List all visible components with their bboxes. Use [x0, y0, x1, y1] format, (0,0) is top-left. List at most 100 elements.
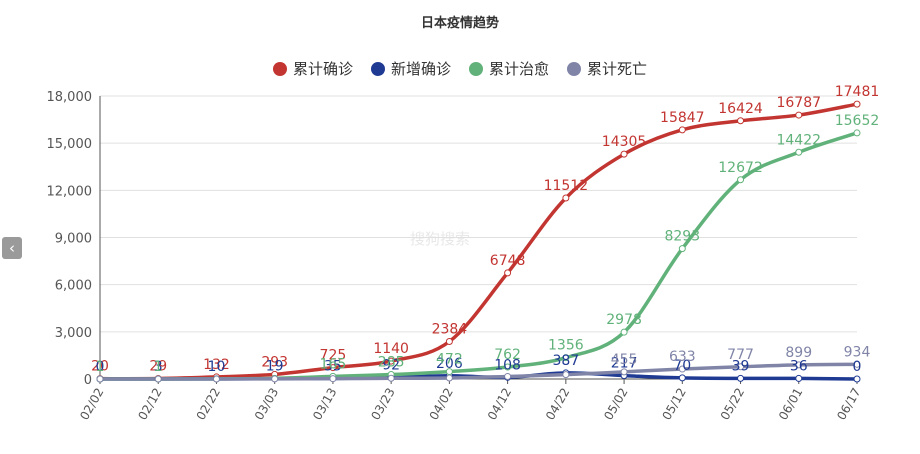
chart-title: 日本疫情趋势: [420, 16, 499, 31]
data-label: 16787: [776, 95, 821, 111]
legend-label: 累计治愈: [489, 60, 550, 78]
y-tick-label: 6,000: [55, 279, 92, 294]
data-label: 934: [844, 344, 871, 360]
data-point: [620, 368, 628, 376]
data-label: 777: [727, 347, 754, 363]
x-tick-label: 05/02: [601, 386, 630, 423]
legend-label: 累计确诊: [292, 60, 353, 78]
data-point: [678, 245, 686, 253]
data-point: [504, 363, 512, 371]
legend-item[interactable]: 新增确诊: [370, 58, 451, 79]
x-tick-label: 03/23: [368, 386, 397, 423]
legend-marker: [272, 61, 287, 76]
legend-label: 新增确诊: [390, 60, 451, 78]
x-tick-label: 05/12: [659, 386, 688, 423]
series-line: [99, 102, 858, 381]
data-point: [853, 360, 861, 368]
data-point: [678, 126, 686, 134]
data-label: 455: [611, 352, 638, 368]
data-label: 899: [785, 345, 812, 361]
data-label: 293: [261, 354, 288, 370]
data-label: 12672: [718, 160, 763, 176]
y-tick-label: 18,000: [47, 90, 93, 105]
data-label: 285: [378, 355, 405, 371]
legend-marker: [567, 61, 582, 76]
data-point: [795, 148, 803, 156]
data-point: [737, 363, 745, 371]
data-point: [154, 375, 162, 383]
data-label: 92: [382, 358, 400, 374]
y-tick-label: 9,000: [55, 232, 92, 247]
data-point: [562, 354, 570, 362]
data-label: 11512: [544, 178, 589, 194]
data-label: 206: [436, 356, 463, 372]
data-point: [329, 364, 337, 372]
legend-item[interactable]: 累计治愈: [469, 58, 549, 79]
data-point: [737, 374, 745, 382]
x-tick-label: 06/01: [776, 386, 805, 423]
data-point: [504, 372, 512, 380]
data-point: [562, 194, 570, 202]
data-point: [853, 375, 861, 383]
data-point: [678, 374, 686, 382]
data-point: [737, 176, 745, 184]
x-tick-label: 04/02: [427, 386, 456, 423]
data-point: [678, 365, 686, 373]
data-label: 29: [149, 359, 167, 375]
y-tick-label: 0: [84, 373, 92, 388]
data-label: 19: [266, 359, 284, 375]
data-label: 217: [611, 356, 638, 372]
data-label: 15652: [835, 113, 880, 129]
data-point: [620, 328, 628, 336]
chevron-left-icon[interactable]: ‹: [2, 237, 22, 259]
data-point: [387, 357, 395, 365]
data-label: 132: [203, 357, 230, 373]
data-point: [445, 338, 453, 346]
data-label: 14305: [602, 134, 647, 150]
legend-item[interactable]: 累计死亡: [567, 58, 647, 79]
data-label: 2978: [606, 312, 642, 328]
x-tick-label: 02/22: [194, 386, 223, 423]
chart-legend[interactable]: 累计确诊 新增确诊 累计治愈 累计死亡: [0, 58, 920, 79]
series-line: [99, 362, 858, 381]
data-label: 10: [208, 359, 226, 375]
data-point: [795, 361, 803, 369]
data-label: 1: [96, 359, 105, 375]
data-point: [445, 374, 453, 382]
data-label: 20: [91, 359, 109, 375]
data-label: 36: [790, 358, 808, 374]
legend-item[interactable]: 累计确诊: [272, 58, 353, 79]
data-label: 8293: [664, 229, 700, 245]
legend-marker: [370, 61, 385, 76]
y-tick-label: 3,000: [55, 326, 92, 341]
y-tick-label: 12,000: [47, 184, 93, 199]
data-point: [212, 375, 220, 383]
data-point: [853, 100, 861, 108]
legend-marker: [469, 61, 483, 76]
data-label: 472: [436, 352, 463, 368]
x-tick-label: 02/02: [77, 386, 106, 423]
data-label: 633: [669, 349, 696, 365]
data-point: [620, 150, 628, 158]
data-label: 15847: [660, 110, 705, 126]
watermark-text: 搜狗搜索: [410, 230, 471, 248]
x-tick-label: 04/12: [485, 385, 514, 422]
y-tick-label: 15,000: [47, 137, 93, 152]
data-label: 17481: [835, 84, 880, 100]
data-label: 3: [154, 359, 163, 375]
data-label: 1: [154, 359, 163, 375]
data-label: 0: [96, 359, 105, 375]
data-point: [795, 374, 803, 382]
data-point: [329, 375, 337, 383]
x-tick-label: 03/13: [310, 386, 339, 423]
data-label: 35: [324, 358, 342, 374]
data-label: 762: [494, 347, 521, 363]
x-tick-label: 02/12: [135, 386, 164, 423]
data-point: [96, 375, 104, 383]
data-label: 14422: [776, 132, 821, 148]
data-label: 2384: [432, 322, 468, 338]
data-point: [795, 111, 803, 119]
data-point: [562, 371, 570, 379]
data-label: 6748: [490, 253, 526, 269]
